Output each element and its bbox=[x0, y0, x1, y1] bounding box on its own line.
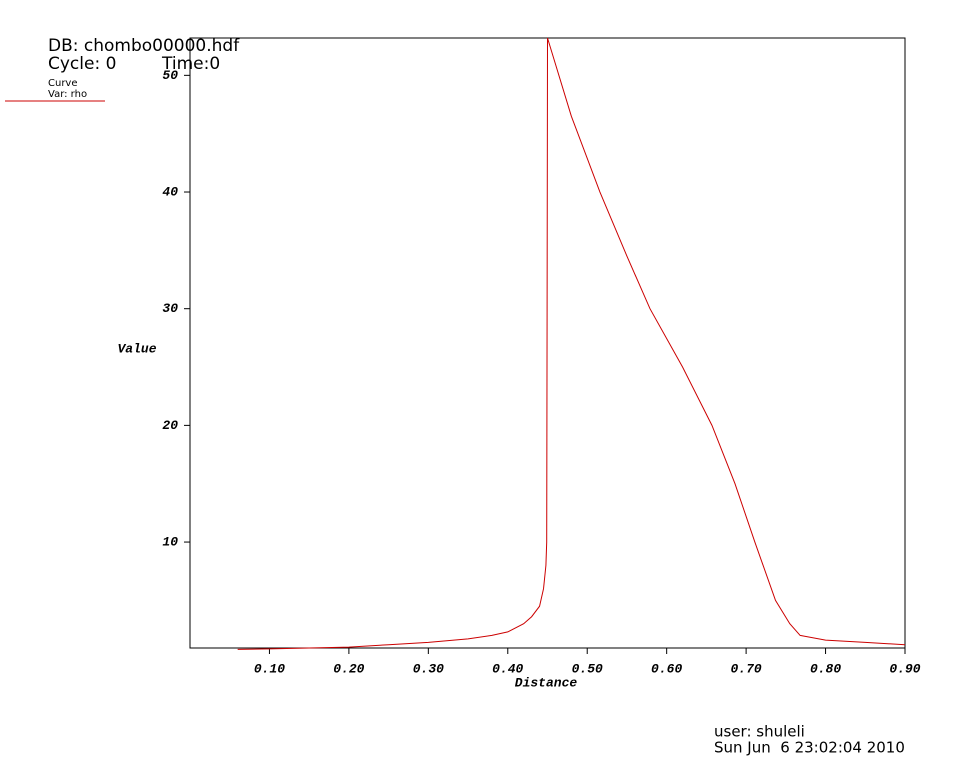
y-tick-label: 30 bbox=[162, 301, 178, 316]
y-tick-label: 10 bbox=[162, 534, 178, 549]
x-axis-label: Distance bbox=[515, 675, 578, 690]
db-label: DB: chombo00000.hdf bbox=[48, 36, 240, 56]
legend-title: Curve bbox=[48, 78, 78, 89]
cycle-label: Cycle: 0 bbox=[48, 54, 116, 74]
x-tick-label: 0.70 bbox=[731, 661, 762, 676]
x-tick-label: 0.20 bbox=[333, 661, 364, 676]
x-tick-label: 0.80 bbox=[810, 661, 841, 676]
x-tick-label: 0.90 bbox=[889, 661, 920, 676]
x-tick-label: 0.40 bbox=[492, 661, 523, 676]
x-tick-label: 0.30 bbox=[413, 661, 444, 676]
data-line bbox=[237, 37, 906, 650]
y-tick-label: 20 bbox=[162, 418, 178, 433]
legend-entry: Var: rho bbox=[48, 89, 87, 100]
y-tick-label: 40 bbox=[162, 184, 178, 199]
y-tick-label: 50 bbox=[162, 68, 178, 83]
user-label: user: shuleli bbox=[714, 723, 805, 741]
x-tick-label: 0.50 bbox=[572, 661, 603, 676]
y-axis-label: Value bbox=[117, 341, 156, 356]
x-tick-label: 0.60 bbox=[651, 661, 682, 676]
date-label: Sun Jun 6 23:02:04 2010 bbox=[714, 739, 905, 757]
x-tick-label: 0.10 bbox=[254, 661, 285, 676]
time-label: Time:0 bbox=[161, 54, 220, 74]
